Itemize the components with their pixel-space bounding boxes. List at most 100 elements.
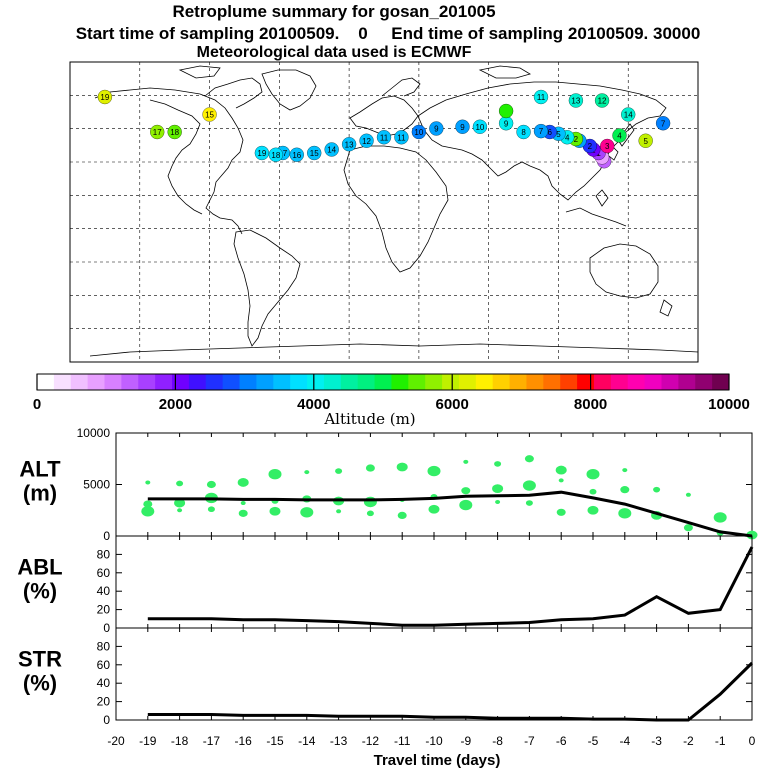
colorbar-swatch	[458, 374, 477, 390]
x-tick-label: -8	[492, 734, 503, 748]
plume-point-label: 10	[475, 123, 484, 132]
plume-point	[621, 107, 636, 122]
plume-point	[394, 130, 409, 145]
colorbar-swatch	[593, 374, 612, 390]
colorbar-swatch	[526, 374, 544, 390]
plume-point	[533, 89, 549, 105]
x-tick-label: -19	[139, 734, 157, 748]
particle-point	[494, 461, 502, 467]
plume-point-label: 14	[327, 146, 336, 155]
colorbar-swatch	[53, 374, 72, 390]
met-data-subtitle: Meteorological data used is ECMWF	[196, 44, 472, 61]
plume-point-label: 7	[661, 119, 666, 128]
mean-altitude-line	[147, 490, 753, 538]
colorbar-swatch	[695, 374, 713, 390]
colorbar-swatch	[712, 374, 730, 390]
colorbar-swatch	[543, 374, 561, 390]
world-map: 0112324567891099101111121314151617181914…	[69, 61, 699, 363]
plume-point-label: 13	[571, 97, 580, 106]
particle-point	[174, 498, 186, 508]
plume-point	[359, 133, 374, 148]
plume-point	[498, 103, 514, 119]
particle-point	[556, 508, 566, 516]
particle-point	[461, 487, 471, 495]
colorbar-swatch	[374, 374, 392, 390]
colorbar-swatch	[509, 374, 527, 390]
plume-point	[167, 124, 182, 140]
coastlines	[89, 65, 699, 357]
plume-point-label: 10	[414, 128, 423, 137]
plume-point-label: 4	[565, 133, 570, 142]
colorbar-swatch	[678, 374, 696, 390]
particle-point	[589, 488, 597, 495]
particle-point	[176, 480, 184, 487]
y-tick-label: 5000	[83, 478, 110, 492]
colorbar-swatch	[155, 374, 173, 390]
retroplume-points: 0112324567891099101111121314151617181914…	[97, 89, 671, 169]
particle-point	[685, 492, 691, 497]
particle-point	[397, 511, 407, 519]
particle-point	[558, 478, 564, 483]
colorbar-swatch	[391, 374, 409, 390]
colorbar-swatch	[408, 374, 426, 390]
plume-point-label: 15	[205, 111, 214, 120]
plume-point	[594, 93, 610, 108]
particle-point	[336, 509, 342, 514]
particle-point	[427, 465, 441, 477]
colorbar-swatch	[475, 374, 494, 390]
panel-alt: 0 5000 10000 ALT(m)	[19, 426, 758, 543]
x-tick-label: -4	[619, 734, 630, 748]
colorbar-swatch	[492, 374, 511, 390]
x-tick-label: -12	[362, 734, 380, 748]
colorbar-swatch	[205, 374, 224, 390]
plume-point	[568, 93, 584, 108]
panel-unit: (m)	[23, 480, 57, 505]
plume-point	[202, 107, 217, 122]
particle-point	[463, 459, 469, 464]
particle-point	[304, 470, 310, 475]
plume-point-label: 12	[362, 137, 371, 146]
x-tick-label: -20	[107, 734, 125, 748]
plume-point-label: 12	[598, 97, 607, 106]
colorbar-swatch	[104, 374, 122, 390]
plume-point-label: 9	[460, 123, 465, 132]
particle-point	[683, 524, 693, 532]
colorbar-label: Altitude (m)	[323, 410, 415, 428]
particle-point	[492, 484, 504, 494]
particle-point	[522, 480, 536, 491]
y-tick-label: 80	[97, 639, 111, 653]
panel-frame	[115, 535, 753, 629]
plume-point-label: 11	[380, 133, 389, 142]
particle-point	[622, 468, 628, 473]
colorbar-swatch	[323, 374, 342, 390]
particle-point	[620, 486, 630, 494]
plume-point	[472, 119, 488, 134]
particle-point	[145, 480, 151, 485]
abl-fraction-line	[147, 546, 754, 627]
colorbar-tick-label: 6000	[436, 396, 469, 413]
x-tick-label: 0	[749, 734, 756, 748]
plume-point-label: 11	[537, 93, 546, 102]
colorbar-swatch	[239, 374, 257, 390]
x-tick-label: -5	[588, 734, 599, 748]
particle-point	[428, 504, 440, 514]
y-tick-label: 60	[97, 658, 111, 672]
y-tick-label: 40	[97, 584, 111, 598]
sampling-time-subtitle: Start time of sampling 20100509. 0 End t…	[75, 24, 701, 43]
colorbar-swatch	[121, 374, 139, 390]
particle-point	[365, 464, 375, 472]
x-tick-label: -16	[235, 734, 253, 748]
plume-point-label: 14	[624, 111, 633, 120]
particle-point	[141, 506, 155, 517]
plume-point	[324, 142, 339, 157]
particle-point	[206, 480, 216, 489]
plume-point-label: 2	[588, 142, 593, 151]
panel-unit: (%)	[23, 671, 57, 696]
colorbar-tick-label: 8000	[574, 396, 607, 413]
x-tick-label: -14	[298, 734, 316, 748]
altitude-colorbar: 0 2000 4000 6000 8000 10000 Altitude (m)	[33, 373, 750, 428]
plume-point	[268, 147, 283, 162]
plume-point-label: 5	[556, 130, 561, 139]
x-tick-label: -11	[394, 734, 411, 748]
particle-point	[495, 500, 501, 505]
